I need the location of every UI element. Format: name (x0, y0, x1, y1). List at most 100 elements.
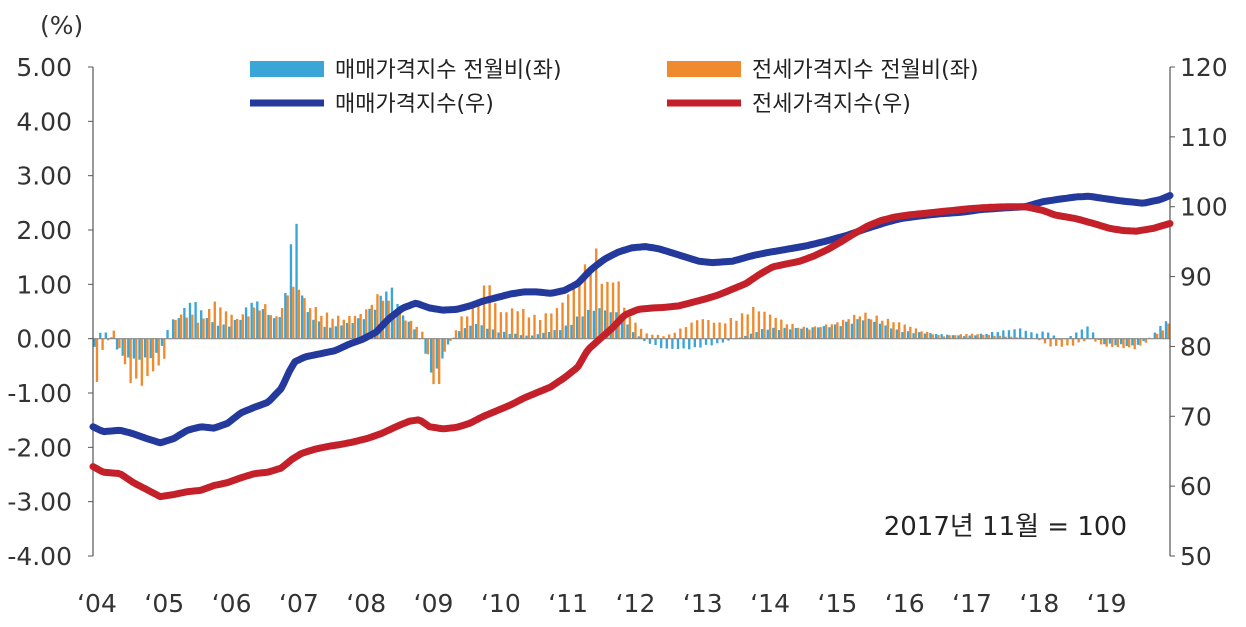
sale-mom-bar (833, 324, 837, 339)
sale-mom-bar (962, 336, 966, 339)
jeonse-mom-bar (292, 286, 295, 339)
sale-mom-bar (620, 320, 624, 339)
jeonse-mom-bar (213, 301, 216, 339)
sale-mom-bar (261, 309, 265, 339)
sale-mom-bar (631, 332, 635, 339)
jeonse-mom-bar (1111, 338, 1114, 347)
sale-mom-bar (357, 318, 360, 339)
jeonse-mom-bar (404, 320, 407, 339)
jeonse-mom-bar (376, 294, 379, 339)
jeonse-mom-bar (477, 304, 480, 339)
sale-mom-bar (1103, 338, 1106, 345)
sale-mom-bar (1114, 338, 1117, 346)
jeonse-mom-bar (286, 295, 289, 339)
sale-mom-bar (413, 329, 416, 339)
jeonse-mom-bar (600, 283, 604, 339)
jeonse-mom-bar (780, 319, 783, 339)
sale-mom-bar (1069, 335, 1072, 339)
jeonse-mom-bar (415, 326, 418, 339)
right-tick-label: 120 (1180, 53, 1228, 82)
sale-mom-bar (929, 333, 932, 339)
sale-mom-bar (1086, 326, 1089, 339)
jeonse-mom-bar (320, 315, 323, 339)
left-axis-unit: (%) (40, 11, 83, 40)
sale-mom-bar (828, 327, 831, 339)
sale-mom-bar (777, 330, 781, 339)
x-tick-label: ‘15 (818, 589, 858, 618)
jeonse-mom-bar (1083, 338, 1086, 342)
jeonse-mom-bar (207, 308, 211, 339)
sale-mom-bar (401, 315, 405, 339)
jeonse-mom-bar (897, 322, 901, 339)
jeonse-mom-bar (454, 330, 458, 339)
jeonse-mom-bar (1133, 338, 1136, 350)
sale-mom-bar (940, 334, 943, 339)
sale-mom-bar (435, 338, 438, 369)
sale-mom-bar (822, 326, 826, 339)
jeonse-mom-bar (673, 332, 676, 339)
jeonse-mom-bar (1094, 338, 1097, 342)
sale-mom-bar (306, 312, 309, 339)
sale-mom-bar (396, 303, 399, 339)
sale-mom-bar (463, 328, 467, 339)
jeonse-mom-bar (1155, 333, 1159, 339)
legend-swatch-jeonse-bar (667, 61, 741, 77)
jeonse-mom-bar (853, 314, 856, 339)
sale-mom-bar (867, 318, 870, 339)
jeonse-mom-bar (443, 338, 446, 352)
sale-mom-bar (446, 338, 450, 345)
jeonse-mom-bar (707, 320, 710, 339)
sale-mom-bars (93, 223, 1168, 373)
sale-mom-bar (704, 338, 708, 345)
jeonse-mom-bar (701, 319, 704, 339)
jeonse-mom-bar (1099, 338, 1103, 345)
jeonse-mom-bar (606, 281, 609, 339)
jeonse-mom-bar (544, 313, 547, 339)
sale-mom-bar (676, 338, 680, 349)
right-tick-label: 70 (1180, 402, 1212, 431)
jeonse-mom-bar (314, 306, 317, 339)
base-note: 2017년 11월 = 100 (884, 512, 1127, 542)
sale-mom-bar (345, 322, 349, 339)
jeonse-mom-bar (258, 310, 261, 339)
jeonse-mom-bar (909, 326, 912, 339)
sale-mom-bar (699, 338, 702, 348)
sale-mom-bar (659, 338, 663, 349)
jeonse-mom-bar (611, 282, 615, 339)
sale-mom-bar (1013, 329, 1016, 339)
sale-mom-bar (979, 333, 983, 339)
sale-mom-bar (542, 332, 545, 339)
jeonse-mom-bar (858, 316, 862, 339)
jeonse-mom-bar (954, 335, 957, 339)
sale-mom-bar (598, 308, 601, 339)
sale-mom-bar (480, 325, 483, 339)
jeonse-mom-bar (191, 314, 194, 339)
x-tick-label: ‘07 (279, 589, 319, 618)
sale-mom-bar (491, 329, 495, 339)
jeonse-mom-bar (112, 330, 115, 339)
jeonse-mom-bar (1144, 338, 1148, 343)
sale-mom-bar (581, 316, 584, 339)
jeonse-mom-bar (903, 324, 906, 339)
sale-mom-bar (171, 319, 175, 339)
sale-mom-bar (648, 338, 652, 344)
sale-mom-bar (918, 332, 921, 339)
x-tick-label: ‘10 (481, 589, 521, 618)
sale-mom-bar (845, 321, 848, 339)
sale-mom-bar (665, 338, 668, 349)
jeonse-mom-bar (505, 312, 508, 339)
sale-mom-bar (99, 332, 102, 339)
sale-mom-bar (721, 338, 725, 343)
sale-mom-bar (1097, 338, 1100, 340)
right-tick-label: 110 (1180, 123, 1228, 152)
jeonse-mom-bar (1049, 338, 1052, 347)
sale-mom-bar (362, 319, 366, 339)
jeonse-mom-bar (533, 314, 536, 339)
sale-mom-bar (300, 295, 304, 339)
sale-mom-bar (794, 328, 797, 339)
x-tick-label: ‘04 (77, 589, 117, 618)
jeonse-mom-bar (578, 280, 581, 339)
x-tick-label: ‘19 (1087, 589, 1127, 618)
jeonse-mom-bar (791, 323, 794, 339)
sale-mom-bar (957, 335, 960, 339)
